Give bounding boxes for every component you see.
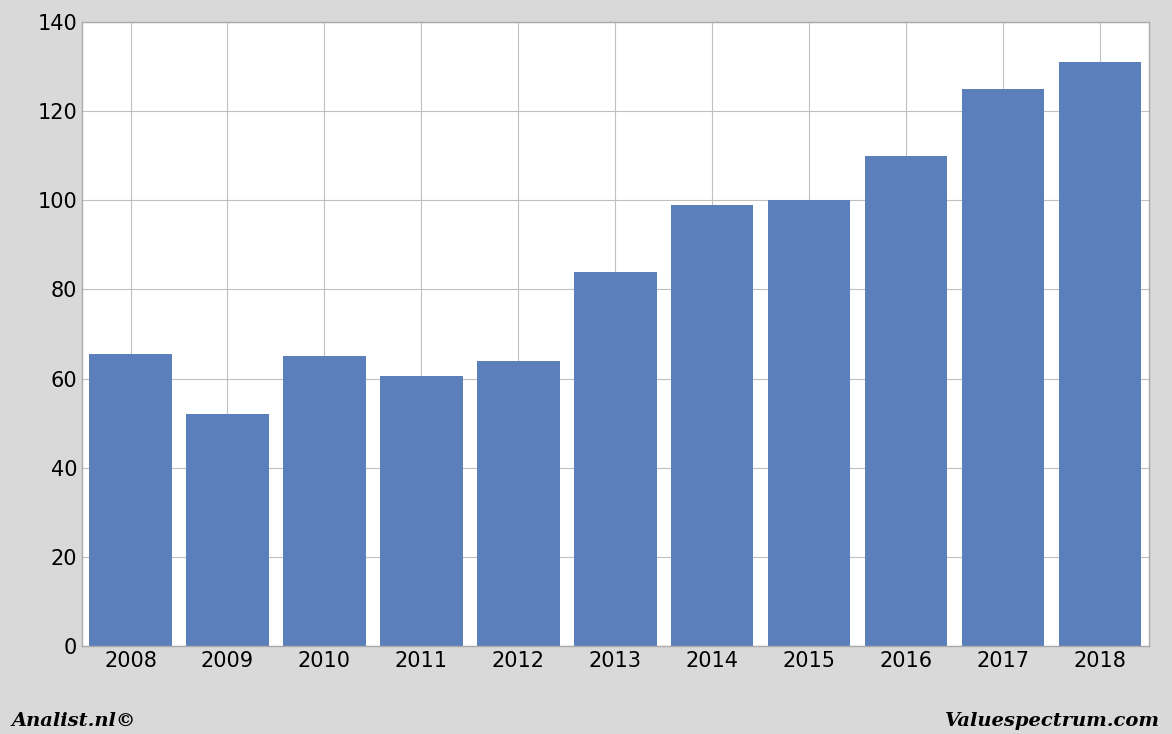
Text: Valuespectrum.com: Valuespectrum.com: [946, 712, 1160, 730]
Text: Analist.nl©: Analist.nl©: [12, 712, 136, 730]
Bar: [186, 414, 268, 646]
Bar: [284, 356, 366, 646]
Bar: [380, 377, 463, 646]
Bar: [574, 272, 656, 646]
Bar: [89, 354, 172, 646]
Bar: [865, 156, 947, 646]
Bar: [1058, 62, 1142, 646]
Bar: [768, 200, 851, 646]
Bar: [477, 360, 559, 646]
Bar: [962, 89, 1044, 646]
Bar: [672, 205, 754, 646]
